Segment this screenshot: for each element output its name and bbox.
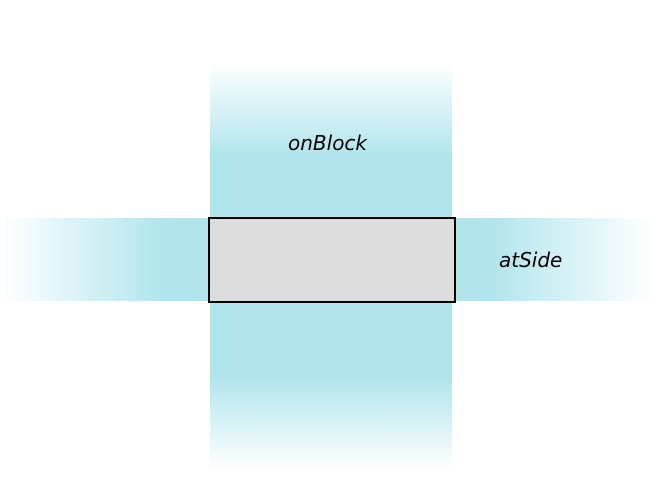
block-rectangle — [208, 217, 456, 303]
at-side-label: atSide — [499, 248, 563, 272]
on-block-label: onBlock — [288, 131, 368, 155]
